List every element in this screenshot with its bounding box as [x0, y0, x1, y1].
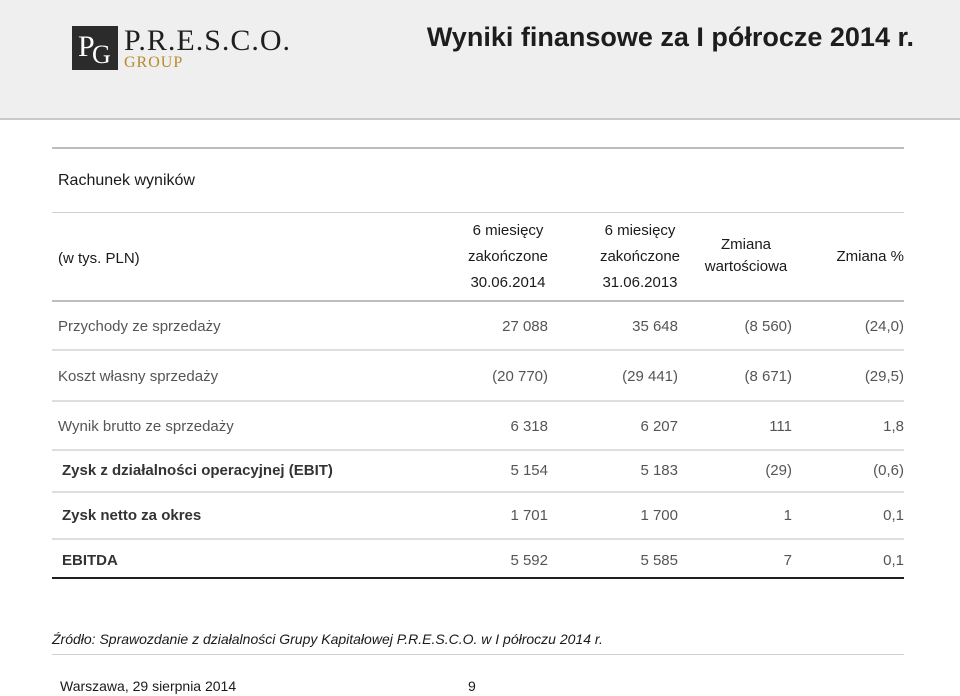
- column-header-line: 6 miesięcy: [472, 222, 544, 239]
- section-title: Rachunek wyników: [58, 172, 195, 189]
- cell-value: (29 441): [622, 368, 678, 385]
- cell-value: 0,1: [883, 552, 904, 569]
- column-header-line: Zmiana: [720, 236, 772, 253]
- cell-value: 5 183: [640, 462, 678, 479]
- column-header-line: wartościowa: [704, 258, 788, 275]
- cell-value: 7: [783, 552, 792, 569]
- unit-label: (w tys. PLN): [58, 250, 140, 267]
- source-note: Źródło: Sprawozdanie z działalności Grup…: [52, 631, 603, 647]
- logo-name: P.R.E.S.C.O.: [124, 24, 292, 57]
- column-header-top-rule: [52, 212, 904, 213]
- column-header-line: zakończone: [599, 248, 681, 265]
- column-header-h1-2013: 6 miesięcy zakończone 31.06.2013: [574, 218, 706, 296]
- cell-value: 1 700: [640, 507, 678, 524]
- row-label-ebitda: EBITDA: [62, 552, 118, 569]
- page-title: Wyniki finansowe za I półrocze 2014 r.: [426, 22, 914, 52]
- column-header-bottom-rule: [52, 300, 904, 302]
- cell-value: 6 207: [640, 418, 678, 435]
- column-header-h1-2014: 6 miesięcy zakończone 30.06.2014: [442, 218, 574, 296]
- cell-value: (8 560): [744, 318, 792, 335]
- cell-value: 111: [769, 418, 792, 435]
- cell-value: 5 154: [510, 462, 548, 479]
- column-header-value-change: Zmiana wartościowa: [688, 234, 804, 278]
- cell-value: 5 592: [510, 552, 548, 569]
- cell-value: (20 770): [492, 368, 548, 385]
- cell-value: 1,8: [883, 418, 904, 435]
- table-bottom-rule: [52, 577, 904, 579]
- row-divider: [52, 538, 904, 540]
- page-number: 9: [468, 678, 476, 694]
- footer-place-date: Warszawa, 29 sierpnia 2014: [60, 678, 237, 694]
- column-header-line: 31.06.2013: [602, 274, 678, 291]
- row-label-gross-profit: Wynik brutto ze sprzedaży: [58, 418, 234, 435]
- row-label-cost-of-sales: Koszt własny sprzedaży: [58, 368, 219, 385]
- footer-divider: [52, 654, 904, 655]
- cell-value: 5 585: [640, 552, 678, 569]
- cell-value: 27 088: [502, 318, 548, 335]
- header-divider: [0, 118, 960, 120]
- column-header-percent-change: Zmiana %: [836, 248, 904, 265]
- row-label-net-profit: Zysk netto za okres: [62, 507, 202, 524]
- column-header-line: 30.06.2014: [470, 274, 546, 291]
- cell-value: (24,0): [864, 318, 904, 335]
- logo-group: GROUP: [124, 54, 184, 71]
- column-header-line: zakończone: [467, 248, 549, 265]
- cell-value: 35 648: [632, 318, 678, 335]
- table-top-rule: [52, 147, 904, 149]
- row-label-ebit: Zysk z działalności operacyjnej (EBIT): [62, 462, 333, 479]
- cell-value: (29,5): [864, 368, 904, 385]
- column-header-line: 6 miesięcy: [604, 222, 676, 239]
- cell-value: (0,6): [873, 462, 904, 479]
- cell-value: (29): [765, 462, 792, 479]
- row-divider: [52, 400, 904, 402]
- cell-value: 6 318: [510, 418, 548, 435]
- cell-value: (8 671): [744, 368, 792, 385]
- row-label-revenue: Przychody ze sprzedaży: [58, 318, 221, 335]
- row-divider: [52, 449, 904, 451]
- cell-value: 1 701: [510, 507, 548, 524]
- cell-value: 1: [783, 507, 792, 524]
- row-divider: [52, 491, 904, 493]
- row-divider: [52, 349, 904, 351]
- cell-value: 0,1: [883, 507, 904, 524]
